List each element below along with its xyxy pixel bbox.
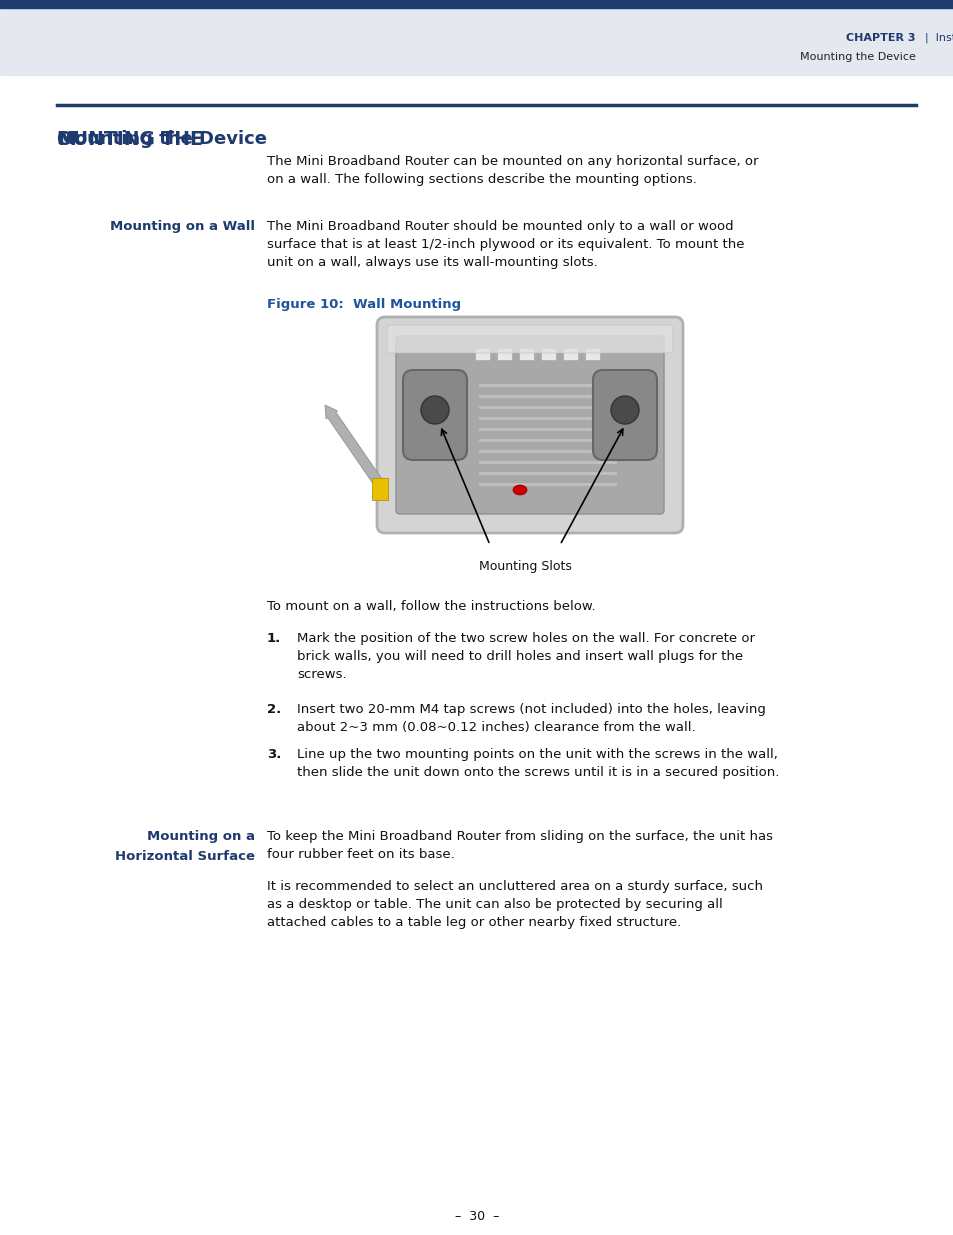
Bar [372, 478, 388, 500]
Text: The Mini Broadband Router can be mounted on any horizontal surface, or: The Mini Broadband Router can be mounted… [267, 156, 758, 168]
Bar [518, 348, 534, 359]
Ellipse shape [513, 485, 526, 495]
Text: To mount on a wall, follow the instructions below.: To mount on a wall, follow the instructi… [267, 600, 595, 613]
Bar [584, 348, 599, 359]
Text: Mounting Slots: Mounting Slots [478, 559, 571, 573]
Text: then slide the unit down onto the screws until it is in a secured position.: then slide the unit down onto the screws… [296, 766, 779, 779]
Ellipse shape [420, 396, 449, 424]
FancyBboxPatch shape [402, 370, 467, 459]
FancyBboxPatch shape [395, 336, 663, 514]
Text: The Mini Broadband Router should be mounted only to a wall or wood: The Mini Broadband Router should be moun… [267, 220, 733, 233]
Bar [475, 348, 490, 359]
Text: –  30  –: – 30 – [455, 1210, 498, 1223]
Bar [0, 7, 953, 75]
Bar [497, 348, 512, 359]
Text: Horizontal Surface: Horizontal Surface [115, 850, 254, 863]
Text: Line up the two mounting points on the unit with the screws in the wall,: Line up the two mounting points on the u… [296, 748, 777, 761]
FancyBboxPatch shape [593, 370, 657, 459]
FancyBboxPatch shape [376, 317, 682, 534]
Text: Mounting on a Wall: Mounting on a Wall [110, 220, 254, 233]
Text: To keep the Mini Broadband Router from sliding on the surface, the unit has: To keep the Mini Broadband Router from s… [267, 830, 772, 844]
FancyBboxPatch shape [387, 325, 672, 353]
Text: 3.: 3. [267, 748, 281, 761]
Text: brick walls, you will need to drill holes and insert wall plugs for the: brick walls, you will need to drill hole… [296, 650, 742, 663]
Text: 2.: 2. [267, 703, 281, 716]
Text: Insert two 20-mm M4 tap screws (not included) into the holes, leaving: Insert two 20-mm M4 tap screws (not incl… [296, 703, 765, 716]
Text: 1.: 1. [267, 632, 281, 645]
Text: |  Installing the Mini Router: | Installing the Mini Router [917, 33, 953, 43]
Text: CHAPTER 3: CHAPTER 3 [845, 33, 915, 43]
Text: Mounting the Device: Mounting the Device [57, 130, 267, 148]
Text: Mark the position of the two screw holes on the wall. For concrete or: Mark the position of the two screw holes… [296, 632, 754, 645]
Bar [562, 348, 578, 359]
Bar [0, 0, 953, 7]
Text: on a wall. The following sections describe the mounting options.: on a wall. The following sections descri… [267, 173, 696, 186]
Text: Mounting on a: Mounting on a [147, 830, 254, 844]
Text: four rubber feet on its base.: four rubber feet on its base. [267, 848, 455, 861]
Text: OUNTING THE: OUNTING THE [57, 130, 209, 149]
FancyArrow shape [325, 405, 384, 488]
Bar [540, 348, 556, 359]
Text: Figure 10:  Wall Mounting: Figure 10: Wall Mounting [267, 298, 460, 311]
Text: M: M [57, 130, 75, 149]
Text: as a desktop or table. The unit can also be protected by securing all: as a desktop or table. The unit can also… [267, 898, 722, 911]
Text: It is recommended to select an uncluttered area on a sturdy surface, such: It is recommended to select an unclutter… [267, 881, 762, 893]
Text: about 2~3 mm (0.08~0.12 inches) clearance from the wall.: about 2~3 mm (0.08~0.12 inches) clearanc… [296, 721, 695, 734]
Text: surface that is at least 1/2-inch plywood or its equivalent. To mount the: surface that is at least 1/2-inch plywoo… [267, 238, 743, 251]
Text: Mounting the Device: Mounting the Device [800, 52, 915, 62]
Ellipse shape [610, 396, 639, 424]
Text: screws.: screws. [296, 668, 346, 680]
Text: unit on a wall, always use its wall-mounting slots.: unit on a wall, always use its wall-moun… [267, 256, 598, 269]
Text: attached cables to a table leg or other nearby fixed structure.: attached cables to a table leg or other … [267, 916, 680, 929]
